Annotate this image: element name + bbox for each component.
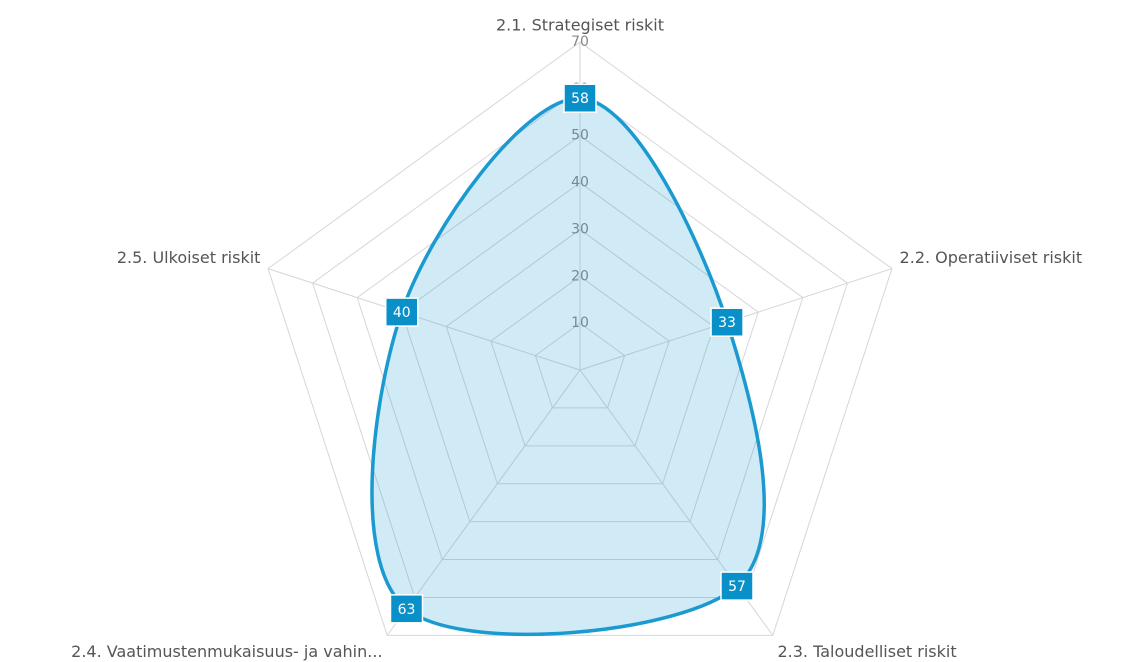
category-label: 2.4. Vaatimustenmukaisuus- ja vahin... bbox=[71, 642, 382, 661]
axis-spoke bbox=[386, 369, 581, 636]
y-tick-label: 70 bbox=[571, 34, 589, 50]
y-tick-label: 10 bbox=[571, 315, 589, 331]
grid-ring bbox=[490, 275, 670, 447]
category-label: 2.5. Ulkoiset riskit bbox=[117, 248, 261, 267]
grid-ring bbox=[401, 181, 759, 523]
category-label: 2.3. Taloudelliset riskit bbox=[777, 642, 956, 661]
point-marker bbox=[720, 571, 754, 601]
value-label: 33 bbox=[718, 315, 736, 331]
point-marker bbox=[563, 83, 597, 113]
axis-spoke bbox=[267, 268, 581, 371]
point-marker bbox=[389, 594, 424, 624]
value-label: 58 bbox=[571, 91, 589, 107]
point-marker bbox=[384, 297, 419, 327]
point-marker bbox=[710, 307, 744, 337]
grid-ring bbox=[356, 135, 804, 561]
category-label: 2.1. Strategiset riskit bbox=[496, 16, 664, 35]
grid-ring bbox=[267, 41, 893, 636]
y-tick-label: 50 bbox=[571, 128, 589, 144]
series-area bbox=[370, 96, 766, 637]
value-label: 57 bbox=[728, 579, 746, 595]
y-tick-label: 30 bbox=[571, 221, 589, 237]
grid-ring bbox=[312, 88, 848, 598]
value-label: 40 bbox=[393, 305, 411, 321]
y-tick-label: 20 bbox=[571, 268, 589, 284]
y-tick-label: 40 bbox=[571, 175, 589, 191]
grid-ring bbox=[534, 322, 626, 409]
value-label: 63 bbox=[398, 602, 416, 618]
category-label: 2.2. Operatiiviset riskit bbox=[900, 248, 1083, 267]
grid-ring bbox=[445, 228, 715, 485]
